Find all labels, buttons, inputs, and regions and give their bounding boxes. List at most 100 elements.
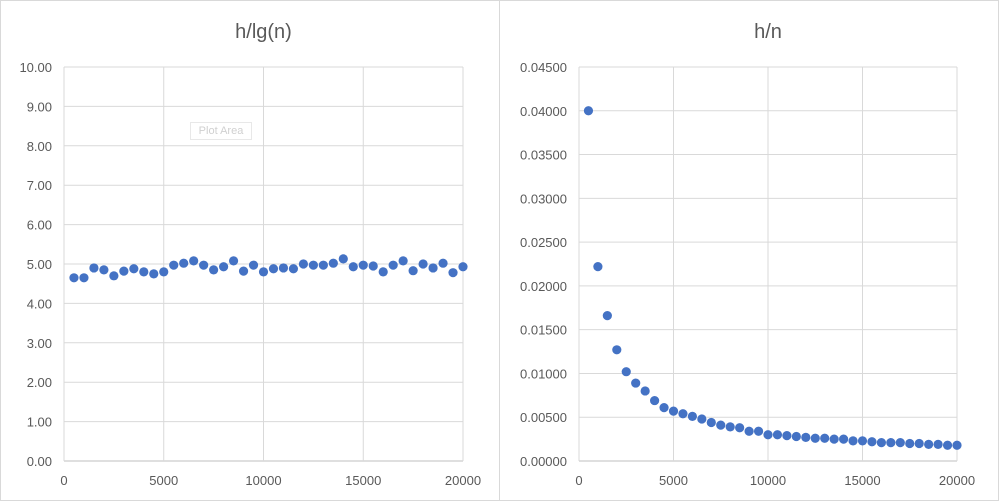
data-point [79,273,89,283]
data-point [348,262,358,272]
data-point [209,265,219,275]
y-tick-label: 0.01500 [520,323,567,338]
data-point [933,439,943,449]
data-point [687,411,697,421]
data-point [258,267,269,277]
data-point [829,434,839,444]
y-tick-label: 0.00500 [520,410,567,425]
x-tick-label: 5000 [149,473,178,488]
data-point [398,256,408,266]
data-point [612,345,622,355]
chart-panel-left: h/lg(n) 0.00 1.00 2.00 3.00 4.00 5.00 6.00 7.00 8… [0,0,500,501]
data-point [697,414,707,424]
data-point [368,261,378,271]
data-point [119,266,129,276]
data-point [678,409,688,419]
data-point [219,262,229,272]
data-point [857,436,868,446]
data-point [228,256,239,266]
data-point [744,426,754,436]
data-point [298,259,308,269]
y-tick-label: 0.03500 [520,148,567,163]
y-tick-label: 10.00 [19,60,52,75]
data-point [593,262,603,272]
x-tick-label: 15000 [345,473,381,488]
data-point [659,402,669,413]
data-point [876,438,886,448]
data-point [448,268,458,278]
y-tick-label: 0.04500 [520,60,567,75]
x-tick-label: 5000 [659,473,688,488]
data-point [753,426,764,436]
data-point [772,430,783,440]
y-tick-label: 0.00 [27,454,52,469]
data-point [388,260,398,270]
data-point [763,430,773,440]
data-point [952,440,962,450]
data-point [109,271,119,281]
data-point [716,420,726,430]
data-point [791,431,801,442]
y-tick-label: 1.00 [27,415,52,430]
data-point [179,258,189,268]
data-point [924,439,934,449]
x-tick-label: 15000 [844,473,880,488]
chart-right-svg: h/n 0.00000 0.00500 0.01000 0.01500 0.02000 0.… [520,21,975,488]
data-point [129,264,139,274]
data-point [914,438,924,449]
data-point [69,273,79,283]
data-point [905,438,915,449]
y-tick-label: 0.04000 [520,104,567,119]
data-point [583,106,594,116]
data-point [149,269,159,279]
data-point [139,267,149,277]
y-tick-label: 2.00 [27,375,52,390]
data-point [418,259,428,269]
chart-title: h/n [754,21,782,43]
data-point [428,263,438,273]
data-point [706,417,716,428]
data-point [288,264,299,274]
y-tick-label: 0.03000 [520,191,567,206]
y-tick-label: 3.00 [27,336,52,351]
x-tick-label: 10000 [245,473,281,488]
y-tick-label: 9.00 [27,99,52,114]
data-point [895,438,905,448]
data-point [378,267,388,277]
y-tick-label: 0.01000 [520,366,567,381]
data-point [199,260,209,270]
y-tick-label: 0.02500 [520,235,567,250]
data-point [408,266,418,276]
data-point [358,260,368,270]
data-point [782,431,792,441]
chart-left-svg: h/lg(n) 0.00 1.00 2.00 3.00 4.00 5.00 6.00 7.00 8… [19,21,481,488]
data-point [159,267,169,277]
y-tick-label: 8.00 [27,139,52,154]
data-point [169,260,179,270]
x-tick-label: 20000 [939,473,975,488]
data-point [650,395,660,406]
data-point [886,438,896,448]
data-point [839,434,849,444]
data-point [248,260,259,270]
data-point [338,254,348,264]
data-point [458,262,468,272]
data-point [268,264,279,274]
chart-panel-right: h/n 0.00000 0.00500 0.01000 0.01500 0.02000 0.… [499,0,999,501]
data-point [99,265,109,275]
x-tick-label: 20000 [445,473,481,488]
x-tick-label: 10000 [750,473,786,488]
data-point [735,423,745,433]
data-point [89,263,99,273]
y-tick-label: 0.00000 [520,454,567,469]
chart-title: h/lg(n) [235,21,292,43]
data-point [820,433,830,443]
data-point [668,406,679,416]
data-point [725,422,735,432]
data-point [308,260,318,270]
y-tick-label: 0.02000 [520,279,567,294]
data-point [318,260,328,270]
y-tick-label: 5.00 [27,257,52,272]
data-point [631,378,641,388]
plot-area-tooltip: Plot Area [190,122,252,140]
